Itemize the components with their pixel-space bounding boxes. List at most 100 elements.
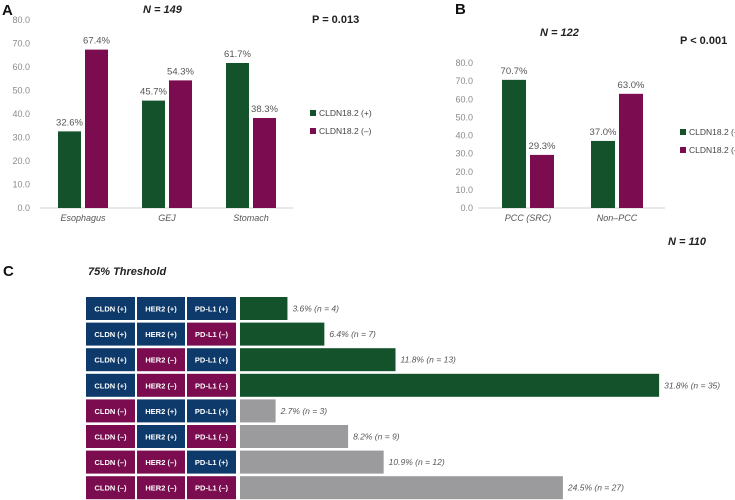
- y-tick-label: 10.0: [455, 185, 473, 195]
- legend-swatch: [310, 110, 316, 116]
- marker-label: PD-L1 (–): [195, 381, 228, 390]
- marker-label: HER2 (+): [145, 433, 177, 442]
- marker-label: HER2 (–): [145, 381, 177, 390]
- bar-gej-pos: [142, 100, 165, 208]
- bar-data-label: 31.8% (n = 35): [664, 380, 720, 390]
- data-label: 63.0%: [618, 80, 645, 91]
- marker-label: CLDN (+): [94, 356, 127, 365]
- panel-label-B: B: [455, 1, 466, 18]
- y-tick-label: 0.0: [17, 203, 30, 213]
- marker-label: PD-L1 (–): [195, 433, 228, 442]
- y-tick-label: 80.0: [12, 15, 30, 25]
- bar-data-label: 8.2% (n = 9): [353, 432, 400, 442]
- y-tick-label: 20.0: [455, 167, 473, 177]
- marker-box: [187, 425, 236, 448]
- data-label: 54.3%: [167, 66, 194, 77]
- legend-entry: CLDN18.2 (+): [319, 108, 372, 118]
- combo-bar: [240, 322, 325, 346]
- y-tick-label: 30.0: [12, 133, 30, 143]
- marker-box: [137, 348, 185, 372]
- x-tick-label: Non–PCC: [597, 213, 638, 223]
- marker-label: CLDN (+): [94, 330, 127, 339]
- p-value-label: P < 0.001: [680, 35, 727, 47]
- n-label: N = 110: [668, 236, 707, 248]
- marker-label: PD-L1 (+): [195, 305, 229, 314]
- marker-box: [187, 373, 236, 397]
- marker-box: [187, 348, 236, 372]
- marker-box: [137, 322, 185, 346]
- combo-bar: [240, 425, 349, 448]
- data-label: 67.4%: [83, 36, 110, 47]
- marker-label: CLDN (–): [94, 433, 127, 442]
- bar-data-label: 6.4% (n = 7): [329, 329, 376, 339]
- x-tick-label: Esophagus: [60, 213, 106, 223]
- panel-label-A: A: [2, 2, 13, 19]
- combo-bar: [240, 297, 288, 320]
- y-tick-label: 40.0: [455, 131, 473, 141]
- marker-box: [187, 450, 236, 474]
- bar-data-label: 24.5% (n = 27): [567, 483, 624, 493]
- y-tick-label: 0.0: [460, 203, 473, 213]
- data-label: 32.6%: [56, 117, 83, 128]
- data-label: 38.3%: [251, 104, 278, 115]
- marker-box: [187, 322, 236, 346]
- y-tick-label: 60.0: [455, 94, 473, 104]
- marker-box: [86, 425, 135, 448]
- marker-box: [137, 297, 185, 320]
- bar-stomach-pos: [226, 63, 249, 208]
- combo-bar: [240, 348, 396, 372]
- marker-label: HER2 (–): [145, 458, 177, 467]
- marker-label: HER2 (+): [145, 330, 177, 339]
- marker-box: [137, 399, 185, 423]
- y-tick-label: 70.0: [455, 76, 473, 86]
- bar-esophagus-pos: [58, 131, 81, 208]
- marker-label: CLDN (–): [94, 458, 127, 467]
- marker-label: PD-L1 (+): [195, 356, 229, 365]
- y-tick-label: 10.0: [12, 180, 30, 190]
- legend-entry: CLDN18.2 (+): [689, 127, 735, 137]
- y-tick-label: 40.0: [12, 109, 30, 119]
- bar-pcc-src--neg: [530, 154, 554, 208]
- marker-label: CLDN (–): [94, 484, 127, 493]
- legend-swatch: [310, 128, 316, 134]
- y-tick-label: 50.0: [12, 86, 30, 96]
- y-tick-label: 60.0: [12, 62, 30, 72]
- legend-swatch: [680, 129, 686, 135]
- combo-bar: [240, 373, 660, 397]
- bar-data-label: 10.9% (n = 12): [389, 457, 445, 467]
- marker-box: [86, 322, 135, 346]
- data-label: 37.0%: [590, 127, 617, 138]
- data-label: 61.7%: [224, 49, 251, 60]
- marker-label: HER2 (+): [145, 305, 177, 314]
- y-tick-label: 70.0: [12, 39, 30, 49]
- marker-label: PD-L1 (–): [195, 330, 228, 339]
- bar-esophagus-neg: [85, 49, 108, 208]
- marker-label: HER2 (–): [145, 356, 177, 365]
- marker-box: [86, 373, 135, 397]
- bar-non-pcc-neg: [619, 93, 643, 208]
- marker-box: [137, 476, 185, 500]
- marker-box: [86, 450, 135, 474]
- bar-data-label: 2.7% (n = 3): [280, 406, 328, 416]
- x-tick-label: Stomach: [233, 213, 269, 223]
- bar-data-label: 11.8% (n = 13): [401, 355, 457, 365]
- marker-label: CLDN (+): [94, 381, 127, 390]
- chart-title: 75% Threshold: [88, 266, 167, 278]
- marker-box: [137, 373, 185, 397]
- combo-bar: [240, 450, 384, 474]
- data-label: 29.3%: [529, 141, 556, 152]
- marker-label: PD-L1 (+): [195, 407, 229, 416]
- data-label: 70.7%: [501, 66, 528, 77]
- n-label: N = 122: [540, 27, 579, 39]
- combo-bar: [240, 476, 563, 500]
- bar-non-pcc-pos: [591, 140, 615, 208]
- marker-box: [86, 399, 135, 423]
- marker-label: PD-L1 (–): [195, 484, 228, 493]
- marker-label: HER2 (+): [145, 407, 177, 416]
- marker-box: [187, 476, 236, 500]
- legend-swatch: [680, 147, 686, 153]
- bar-stomach-neg: [253, 117, 276, 208]
- marker-box: [137, 425, 185, 448]
- marker-box: [187, 399, 236, 423]
